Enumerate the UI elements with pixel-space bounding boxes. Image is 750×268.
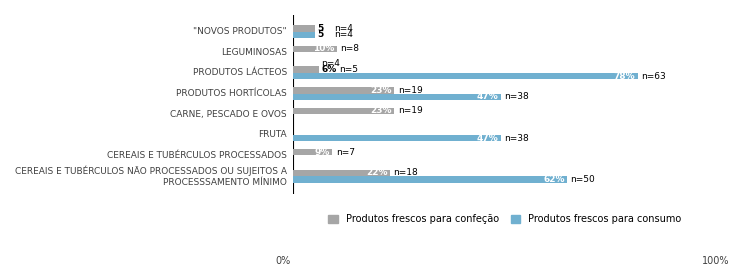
Bar: [292, 176, 567, 183]
Text: n=4: n=4: [334, 24, 353, 33]
Bar: [292, 135, 500, 142]
Bar: [292, 73, 638, 79]
Text: 47%: 47%: [476, 92, 498, 101]
Bar: [292, 170, 390, 176]
Bar: [292, 87, 394, 94]
Text: 62%: 62%: [543, 175, 565, 184]
Text: n=50: n=50: [571, 175, 596, 184]
Text: 47%: 47%: [476, 134, 498, 143]
Text: n=19: n=19: [398, 106, 422, 115]
Legend: Produtos frescos para confeção, Produtos frescos para consumo: Produtos frescos para confeção, Produtos…: [325, 210, 686, 228]
Text: 23%: 23%: [370, 86, 392, 95]
Bar: [292, 46, 337, 52]
Text: n=38: n=38: [504, 134, 529, 143]
Bar: [292, 32, 315, 38]
Text: 6%: 6%: [321, 65, 337, 74]
Text: 5: 5: [317, 30, 323, 39]
Text: n=8: n=8: [340, 44, 359, 53]
Text: 100%: 100%: [701, 256, 729, 266]
Bar: [292, 66, 319, 73]
Bar: [292, 149, 332, 155]
Text: n=5: n=5: [339, 65, 358, 74]
Text: 9%: 9%: [315, 148, 330, 157]
Bar: [292, 25, 315, 32]
Text: n=18: n=18: [394, 168, 418, 177]
Text: n=63: n=63: [641, 72, 666, 81]
Text: n=38: n=38: [504, 92, 529, 101]
Text: p=4: p=4: [321, 59, 340, 68]
Text: 22%: 22%: [366, 168, 388, 177]
Text: n=7: n=7: [336, 148, 355, 157]
Text: n=19: n=19: [398, 86, 422, 95]
Text: 78%: 78%: [614, 72, 635, 81]
Text: 0%: 0%: [276, 256, 291, 266]
Text: n=4: n=4: [334, 30, 353, 39]
Bar: [292, 107, 394, 114]
Text: 5: 5: [317, 24, 323, 33]
Text: 23%: 23%: [370, 106, 392, 115]
Text: 10%: 10%: [314, 44, 334, 53]
Bar: [292, 94, 500, 100]
